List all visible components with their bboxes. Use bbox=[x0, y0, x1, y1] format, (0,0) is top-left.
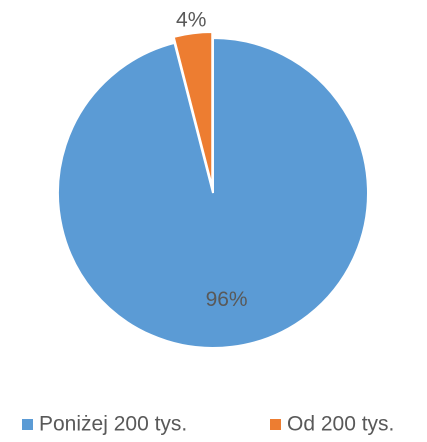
pie-slice bbox=[172, 31, 214, 188]
legend-swatch bbox=[270, 419, 281, 430]
legend-swatch bbox=[22, 419, 33, 430]
legend-label: Od 200 tys. bbox=[287, 413, 394, 436]
pie-slice bbox=[57, 36, 369, 349]
data-label: 96% bbox=[206, 288, 248, 311]
legend-label: Poniżej 200 tys. bbox=[39, 413, 187, 436]
data-label: 4% bbox=[176, 8, 206, 31]
